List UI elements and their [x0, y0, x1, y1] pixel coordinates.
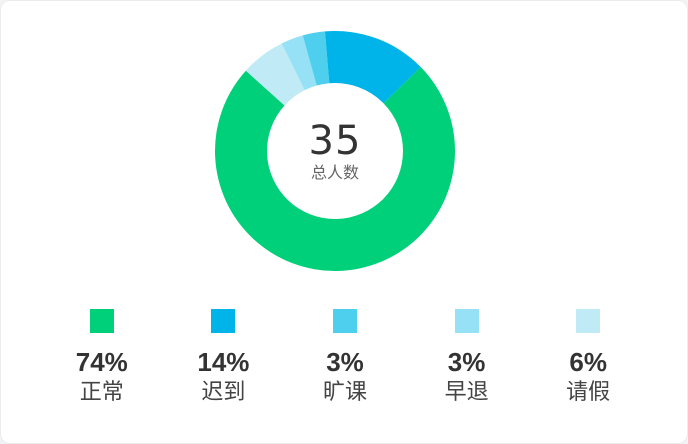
legend-item-late: 14% 迟到: [163, 309, 285, 407]
legend-label: 早退: [445, 379, 489, 407]
legend-percent: 6%: [569, 347, 607, 377]
legend-item-normal: 74% 正常: [41, 309, 163, 407]
legend-item-early-leave: 3% 早退: [406, 309, 528, 407]
donut-chart-svg: [215, 31, 455, 271]
legend-label: 请假: [566, 379, 610, 407]
legend-swatch: [455, 309, 479, 333]
legend-swatch: [211, 309, 235, 333]
legend-swatch: [576, 309, 600, 333]
legend-percent: 14%: [197, 347, 249, 377]
legend-percent: 74%: [76, 347, 128, 377]
legend-percent: 3%: [326, 347, 364, 377]
legend-swatch: [90, 309, 114, 333]
legend-percent: 3%: [448, 347, 486, 377]
donut-chart: 35 总人数: [215, 31, 455, 271]
donut-slice-正常: [215, 67, 455, 271]
legend-item-absent: 3% 旷课: [284, 309, 406, 407]
legend-label: 迟到: [201, 379, 245, 407]
legend-label: 旷课: [323, 379, 367, 407]
legend-swatch: [333, 309, 357, 333]
legend-label: 正常: [80, 379, 124, 407]
legend: 74% 正常 14% 迟到 3% 旷课 3% 早退 6% 请假: [41, 309, 649, 407]
legend-item-leave: 6% 请假: [527, 309, 649, 407]
